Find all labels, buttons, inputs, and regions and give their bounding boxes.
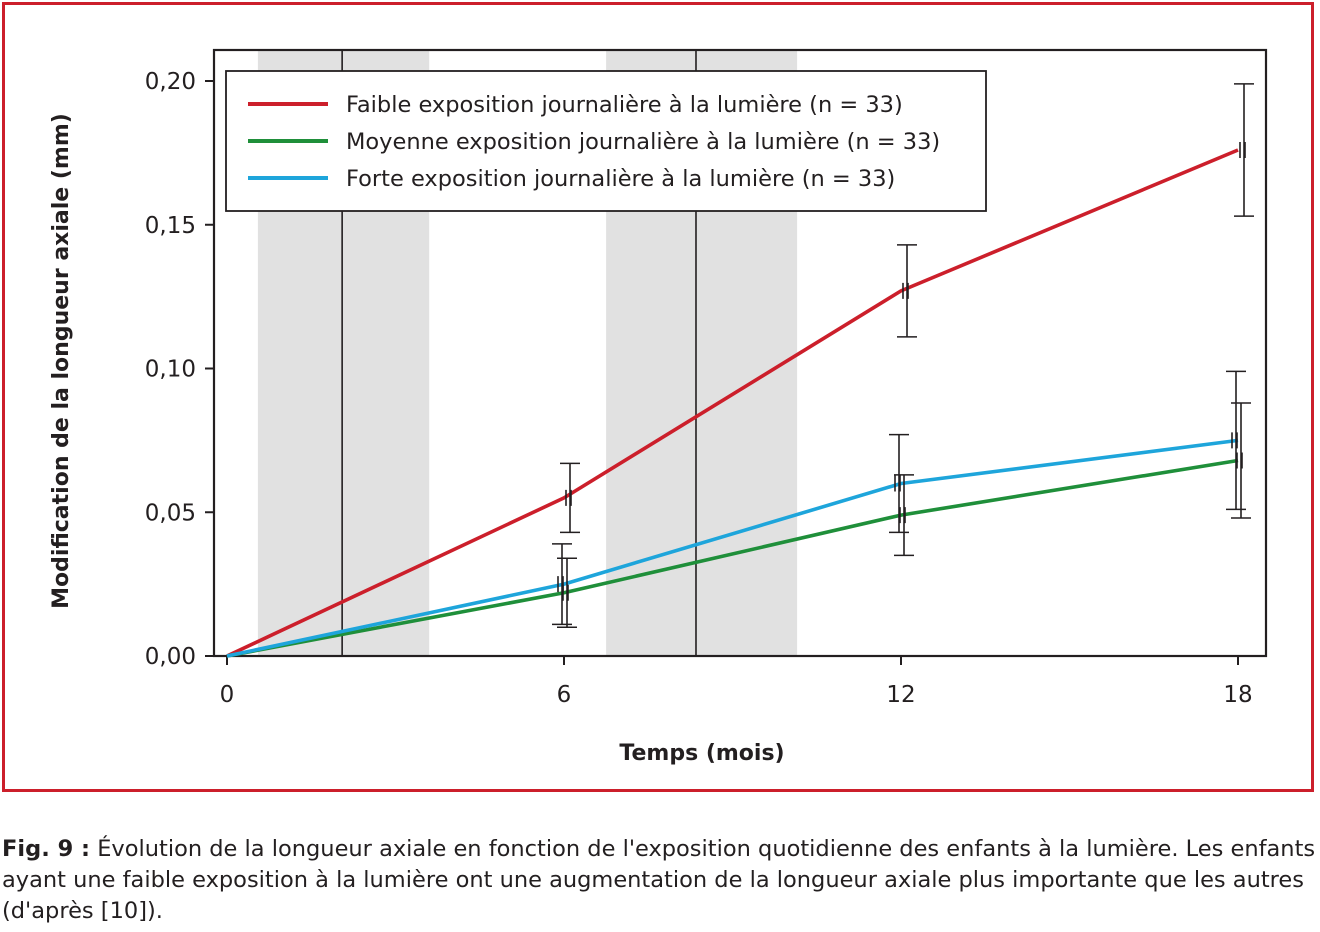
legend-box xyxy=(225,70,987,212)
figure-caption-text: Évolution de la longueur axiale en fonct… xyxy=(2,836,1316,924)
error-bar xyxy=(1231,402,1251,519)
error-bar xyxy=(1234,83,1254,217)
x-tick-label: 18 xyxy=(1223,682,1252,708)
error-bar xyxy=(889,433,909,534)
legend-entry: Moyenne exposition journalière à la lumi… xyxy=(346,129,940,155)
x-tick-label: 0 xyxy=(220,682,235,708)
x-axis-label: Temps (mois) xyxy=(619,741,784,766)
error-bar xyxy=(897,244,917,338)
figure-frame xyxy=(2,2,1314,792)
series-line xyxy=(226,438,1239,658)
series-line xyxy=(226,458,1239,658)
legend-entry: Faible exposition journalière à la lumiè… xyxy=(346,92,903,118)
y-axis-label: Modification de la longueur axiale (mm) xyxy=(49,113,74,609)
y-tick-label: 0,00 xyxy=(145,644,196,670)
error-bar xyxy=(894,474,914,557)
figure-label: Fig. 9 : xyxy=(2,836,91,862)
x-tick-label: 12 xyxy=(886,682,915,708)
x-tick-label: 6 xyxy=(557,682,572,708)
figure-caption: Fig. 9 : Évolution de la longueur axiale… xyxy=(2,834,1318,927)
line-chart: 0,00 0,05 0,10 0,15 0,20 0 6 12 18 Temps (mois) Mo… xyxy=(49,48,1268,766)
legend-entry: Forte exposition journalière à la lumièr… xyxy=(346,166,895,192)
y-tick-label: 0,20 xyxy=(145,69,196,95)
y-tick-label: 0,15 xyxy=(145,213,196,239)
y-tick-label: 0,05 xyxy=(145,500,196,526)
y-tick-label: 0,10 xyxy=(145,357,196,383)
error-bar xyxy=(552,543,572,626)
error-bar xyxy=(560,462,580,534)
series-line xyxy=(226,148,1239,658)
error-bar xyxy=(1226,370,1246,511)
plot-area-border xyxy=(212,48,1268,658)
